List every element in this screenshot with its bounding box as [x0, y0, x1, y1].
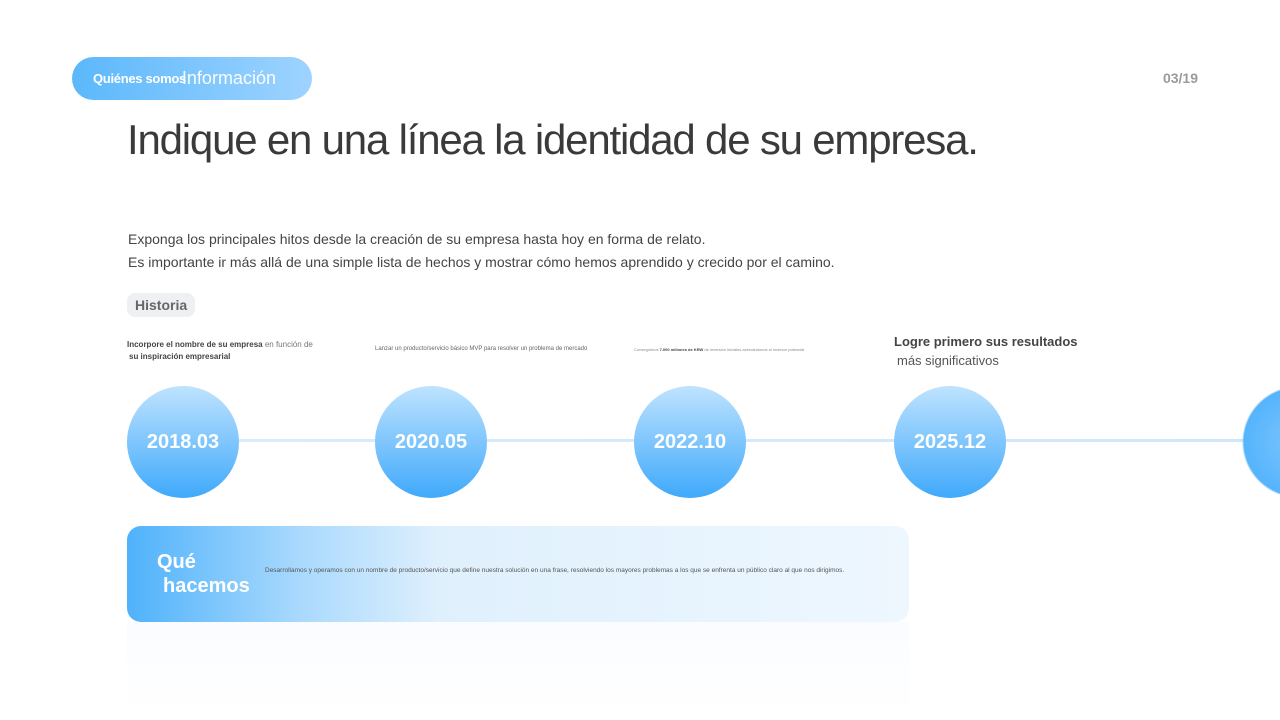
what-we-do-title-line: Qué [157, 551, 196, 573]
milestone-caption-bold: Incorpore el nombre de su empresa [127, 340, 263, 349]
description-line: Exponga los principales hitos desde la c… [128, 231, 706, 247]
milestone-circle: 2025.12 [894, 386, 1006, 498]
milestone-caption: Conseguimos 7.000 millones de KRW de inv… [634, 347, 804, 352]
milestone-circle: 2020.05 [375, 386, 487, 498]
milestone-caption-text: más significativos [897, 353, 999, 368]
section-label: Quiénes somos [93, 71, 186, 86]
milestone-caption-bold: 7.000 millones de KRW [659, 347, 704, 352]
milestone-caption-bold: Logre primero sus resultados [894, 334, 1078, 349]
milestone-caption: Lanzar un producto/servicio básico MVP p… [375, 346, 588, 352]
page-number: 03/19 [1162, 70, 1198, 86]
section-sub: Información [181, 68, 276, 88]
section-pill: Quiénes somos Información [72, 57, 312, 100]
card-shadow [127, 622, 909, 720]
milestone-caption: Incorpore el nombre de su empresa en fun… [127, 339, 313, 363]
what-we-do-title-line: hacemos [163, 575, 250, 597]
description-line: Es importante ir más allá de una simple … [128, 254, 835, 270]
milestone-circle: 2022.10 [634, 386, 746, 498]
milestone-caption-text: de inversión iniciales acercándonos al i… [703, 347, 805, 352]
what-we-do-text: Desarrollamos y operamos con un nombre d… [265, 567, 845, 574]
milestone-caption-text: en función de [262, 340, 313, 349]
milestone-circle: 2018.03 [127, 386, 239, 498]
description: Exponga los principales hitos desde la c… [128, 228, 835, 274]
what-we-do-card: Qué hacemos Desarrollamos y operamos con … [127, 526, 909, 622]
page-title: Indique en una línea la identidad de su … [127, 116, 979, 163]
history-tag: Historia [127, 293, 196, 317]
milestone-caption-bold: su inspiración empresarial [129, 352, 231, 361]
milestone-caption-text: Conseguimos [634, 347, 660, 352]
milestone-circle-partial [1242, 386, 1280, 498]
milestone-caption: Logre primero sus resultados más signific… [894, 332, 1078, 370]
what-we-do-title: Qué hacemos [157, 550, 250, 598]
